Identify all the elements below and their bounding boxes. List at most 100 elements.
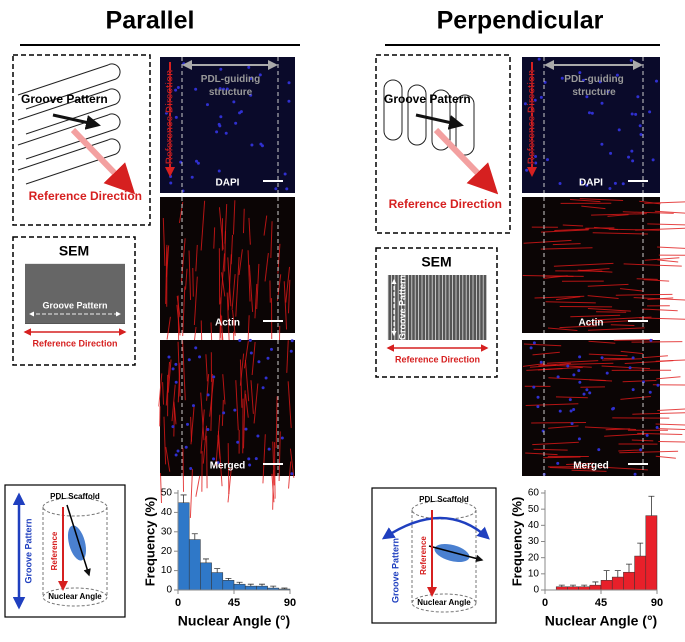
actin-fiber: [540, 229, 589, 233]
actin-fiber: [526, 366, 583, 371]
nucleus: [560, 76, 564, 80]
groove-cylinder: [383, 79, 403, 141]
nucleus: [578, 71, 582, 75]
nucleus: [287, 99, 291, 103]
actin-fiber: [602, 358, 643, 361]
nucleus: [205, 103, 209, 107]
nucleus: [581, 78, 585, 82]
error-bar: [236, 581, 243, 585]
actin-fiber: [213, 227, 216, 249]
actin-fiber: [570, 198, 601, 203]
nucleus: [174, 88, 178, 92]
y-tick-label: 20: [161, 546, 173, 557]
nucleus: [249, 76, 253, 80]
actin-fiber: [522, 363, 545, 367]
actin-fiber: [256, 263, 260, 310]
nucleus: [532, 385, 536, 389]
nucleus: [194, 159, 198, 163]
sem-groove-label: Groove Pattern: [397, 275, 407, 340]
actin-fiber: [231, 274, 236, 310]
nucleus: [217, 122, 221, 126]
nucleus: [239, 110, 243, 114]
nucleus: [184, 445, 188, 449]
nucleus: [217, 169, 221, 173]
actin-fiber: [587, 283, 629, 287]
nucleus: [244, 427, 248, 431]
actin-fiber: [654, 210, 685, 214]
nucleus: [169, 181, 173, 185]
nucleus: [609, 151, 613, 155]
nucleus: [556, 375, 560, 379]
actin-fiber: [619, 450, 679, 454]
nucleus: [259, 142, 263, 146]
diagram-box: [371, 487, 497, 624]
actin-fiber: [647, 297, 674, 300]
actin-fiber: [247, 250, 251, 302]
actin-fiber: [165, 447, 171, 472]
nucleus: [247, 65, 251, 69]
nucleus: [174, 115, 178, 119]
actin-fiber: [272, 469, 274, 510]
nucleus: [651, 158, 655, 162]
actin-fiber: [636, 278, 658, 280]
nucleus: [621, 182, 625, 186]
actin-fiber: [529, 364, 556, 368]
nucleus: [250, 143, 254, 147]
nucleus: [631, 388, 635, 392]
actin-fiber: [592, 232, 648, 235]
actin-fiber: [195, 475, 201, 497]
actin-fiber: [206, 374, 210, 401]
actin-fiber: [185, 268, 188, 290]
nucleus: [582, 392, 586, 396]
nucleus: [525, 168, 529, 172]
y-tick-label: 40: [161, 507, 173, 518]
actin-fiber: [591, 213, 647, 216]
nucleus: [249, 93, 253, 97]
actin-fiber: [543, 456, 581, 459]
actin-fiber: [607, 214, 629, 217]
reference-arrow: [433, 127, 499, 195]
nucleus: [648, 390, 652, 394]
bar: [177, 502, 190, 591]
sem-image: [388, 275, 487, 340]
stain-label: Merged: [573, 461, 609, 472]
nucleus: [274, 187, 278, 191]
nucleus: [608, 187, 612, 191]
structure-label-line: structure: [572, 87, 616, 98]
stain-label: Merged: [210, 461, 246, 472]
scaffold-bottom: [42, 587, 108, 607]
actin-fiber: [221, 272, 226, 297]
nucleus: [638, 124, 642, 128]
reference-direction-label: Reference Direction: [527, 70, 538, 164]
actin-fiber: [637, 432, 683, 435]
nucleus: [649, 338, 653, 342]
actin-fiber: [620, 350, 644, 355]
actin-fiber: [193, 276, 198, 326]
actin-fiber: [571, 469, 607, 472]
x-tick-label: 90: [651, 597, 663, 609]
actin-fiber: [222, 374, 226, 405]
nucleus: [577, 369, 581, 373]
x-axis-label: Nuclear Angle (°): [178, 613, 290, 629]
error-bar: [203, 558, 209, 563]
actin-fiber: [177, 362, 181, 403]
actin-fiber: [643, 355, 668, 359]
nucleus: [287, 81, 291, 85]
actin-fiber: [655, 455, 676, 459]
actin-fiber: [587, 295, 619, 300]
nucleus: [605, 371, 609, 375]
nucleus: [569, 409, 573, 413]
angle-label: Nuclear Angle: [48, 592, 102, 601]
nucleus: [533, 98, 537, 102]
actin-fiber: [189, 469, 193, 518]
nucleus: [600, 101, 604, 105]
nucleus: [190, 175, 194, 179]
nucleus: [585, 183, 589, 187]
nucleus: [212, 457, 216, 461]
actin-fiber: [243, 390, 246, 449]
y-tick-label: 20: [528, 552, 540, 563]
actin-fiber: [283, 281, 288, 330]
nucleus: [617, 128, 621, 132]
nucleus: [570, 422, 574, 426]
error-bar: [626, 563, 632, 573]
